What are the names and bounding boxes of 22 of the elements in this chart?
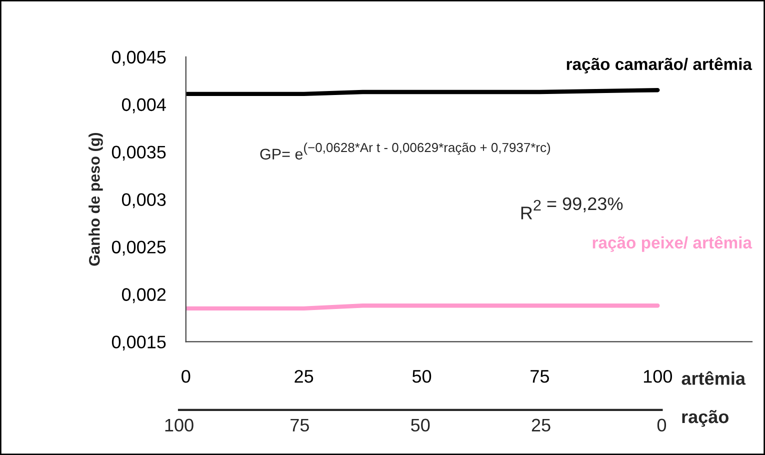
x2-tick-label: 25 [532, 418, 550, 432]
x-tick-label: 50 [412, 370, 432, 383]
y-axis-title: Ganho de peso (g) [88, 132, 103, 266]
x2-tick-label: 50 [411, 418, 430, 432]
y-tick-label: 0,0025 [112, 240, 166, 256]
y-tick-label: 0,004 [122, 98, 166, 114]
series-label: ração camarão/ artêmia [566, 57, 752, 74]
x-tick-label: 25 [294, 370, 314, 383]
x2-tick-label: 0 [657, 418, 666, 432]
x-axis-title: artêmia [682, 371, 746, 385]
x-tick-label: 0 [182, 370, 190, 383]
y-tick-label: 0,0035 [112, 146, 166, 161]
x2-axis-title: ração [682, 410, 729, 427]
y-tick-label: 0,0045 [112, 50, 166, 66]
x2-tick-label: 100 [165, 418, 194, 432]
y-tick-label: 0,003 [122, 193, 166, 208]
x-tick-label: 75 [530, 370, 549, 383]
x-tick-label: 100 [644, 370, 672, 383]
x2-tick-label: 75 [290, 418, 309, 432]
y-tick-label: 0,0015 [112, 336, 166, 351]
y-tick-label: 0,002 [122, 288, 166, 304]
text: ração peixe/ artêmia [592, 236, 752, 252]
